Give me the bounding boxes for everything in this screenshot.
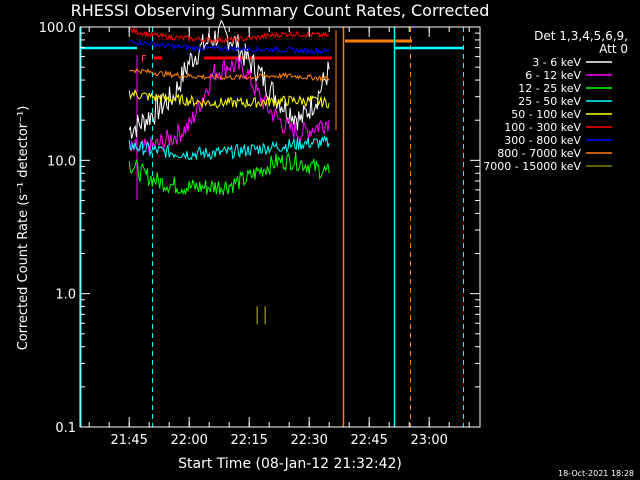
series-line — [128, 151, 330, 196]
legend-entry-label: 3 - 6 keV — [532, 56, 581, 69]
x-tick-label: 21:45 — [110, 433, 147, 448]
x-axis: 21:45 22:00 22:15 22:30 22:45 23:00 — [88, 27, 470, 448]
x-tick-label: 22:45 — [350, 433, 387, 448]
plot-frame — [79, 26, 481, 428]
series-line — [128, 56, 330, 157]
chart-title: RHESSI Observing Summary Count Rates, Co… — [71, 1, 490, 20]
legend-entry-label: 300 - 800 keV — [504, 134, 581, 147]
footer-date: 18-Oct-2021 18:28 — [558, 469, 634, 478]
x-tick-label: 22:00 — [170, 433, 207, 448]
legend-entry-label: 25 - 50 keV — [518, 95, 581, 108]
y-tick-label: 10.0 — [47, 154, 76, 169]
legend-entry-label: 6 - 12 keV — [525, 69, 581, 82]
x-tick-label: 23:00 — [410, 433, 447, 448]
x-tick-label: 22:30 — [290, 433, 327, 448]
legend-entry-label: 7000 - 15000 keV — [483, 160, 581, 173]
series-line — [128, 19, 330, 139]
legend-entry-label: 800 - 7000 keV — [497, 147, 581, 160]
y-axis-label: Corrected Count Rate (s⁻¹ detector⁻¹) — [16, 106, 31, 351]
x-tick-label: 22:15 — [230, 433, 267, 448]
series-line — [128, 26, 330, 44]
series-layer — [128, 19, 330, 325]
legend-subheader: Att 0 — [599, 42, 628, 56]
legend-header: Det 1,3,4,5,6,9, — [534, 29, 628, 43]
series-line — [128, 38, 330, 56]
series-line — [128, 88, 330, 109]
legend-entry-label: 50 - 100 keV — [511, 108, 581, 121]
series-line — [129, 68, 330, 83]
legend-entry-label: 12 - 25 keV — [518, 82, 581, 95]
y-tick-label: 1.0 — [55, 288, 76, 303]
series-line — [128, 134, 330, 161]
y-tick-label: 0.1 — [55, 421, 76, 436]
x-axis-label: Start Time (08-Jan-12 21:32:42) — [178, 456, 402, 472]
legend-entry-label: 100 - 300 keV — [504, 121, 581, 134]
y-axis: 0.1 1.0 10.0 100.0 — [39, 21, 480, 436]
flag-label: F — [141, 54, 147, 65]
y-tick-label: 100.0 — [39, 21, 76, 36]
